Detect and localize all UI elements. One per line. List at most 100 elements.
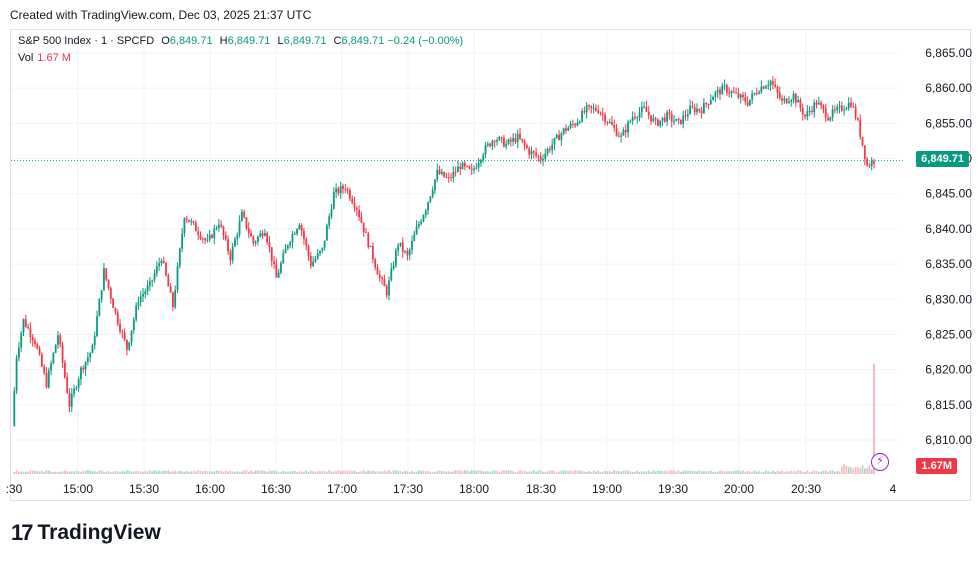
candle-body <box>319 250 321 254</box>
volume-bar <box>238 471 241 474</box>
volume-bar <box>64 470 66 474</box>
volume-bar <box>282 470 285 474</box>
lightning-icon[interactable]: ⚡ <box>871 453 889 471</box>
candle-body <box>75 387 78 389</box>
candle-body <box>797 100 800 103</box>
volume-bar <box>512 471 514 474</box>
volume-bar <box>576 470 579 474</box>
candle-body <box>183 218 186 234</box>
candle-body <box>546 149 549 154</box>
volume-bar <box>762 471 765 474</box>
candle-body <box>408 249 411 256</box>
x-tick-label: 18:30 <box>526 482 556 496</box>
volume-bar <box>75 470 78 474</box>
volume-bar <box>721 470 724 474</box>
volume-bar <box>532 470 535 474</box>
symbol-label[interactable]: S&P 500 Index · 1 · SPCFD <box>18 35 155 47</box>
candle-body <box>654 118 657 120</box>
volume-bar <box>466 470 468 474</box>
candle-body <box>686 114 689 117</box>
volume-bar <box>581 471 583 474</box>
candle-body <box>397 245 400 251</box>
volume-bar <box>866 467 868 474</box>
candle-body <box>468 166 471 169</box>
volume-bar <box>521 471 524 474</box>
candle-body <box>482 154 485 160</box>
chart-frame[interactable] <box>10 29 971 501</box>
candle-body <box>238 221 241 235</box>
volume-bar <box>291 470 294 474</box>
y-tick-label: 6,835.00 <box>925 257 972 271</box>
candle-body <box>629 120 632 123</box>
candle-body <box>22 319 25 333</box>
candle-body <box>567 127 570 131</box>
candle-body <box>503 137 505 147</box>
candle-body <box>139 296 142 303</box>
candle-body <box>657 119 659 126</box>
candle-body <box>259 233 262 237</box>
volume-bar <box>383 470 386 474</box>
candle-body <box>277 272 280 278</box>
volume-bar <box>473 470 475 474</box>
volume-bar <box>66 471 68 474</box>
volume-bar <box>96 471 98 474</box>
volume-bar <box>788 471 790 474</box>
volume-bar <box>153 470 156 474</box>
candle-body <box>447 177 450 179</box>
candle-body <box>673 121 675 123</box>
volume-bar <box>772 470 774 474</box>
candle-body <box>638 112 641 118</box>
candle-body <box>394 250 397 266</box>
volume-bar <box>592 470 595 474</box>
volume-bar <box>385 471 388 474</box>
volume-bar <box>801 471 804 474</box>
candle-body <box>574 124 577 126</box>
candle-body <box>583 111 586 113</box>
candle-body <box>751 93 754 100</box>
volume-bar <box>526 471 528 474</box>
volume-bar <box>185 470 188 474</box>
candle-body <box>815 102 818 105</box>
candle-body <box>509 139 512 142</box>
volume-bar <box>755 471 758 474</box>
candle-body <box>491 141 494 147</box>
candle-body <box>571 123 574 125</box>
candle-body <box>68 392 71 407</box>
volume-bar <box>208 471 211 474</box>
volume-bar <box>351 470 354 474</box>
volume-bar <box>77 471 80 474</box>
candle-body <box>663 117 666 122</box>
candle-body <box>450 177 452 179</box>
candle-body <box>305 239 308 246</box>
volume-bar <box>719 470 721 474</box>
volume-bar <box>726 471 728 474</box>
candle-body <box>758 92 760 94</box>
candle-body <box>194 222 197 232</box>
volume-bar <box>611 471 613 474</box>
volume-bar <box>135 471 137 474</box>
candle-body <box>158 263 161 267</box>
volume-bar <box>415 471 418 474</box>
volume-bar <box>362 470 365 474</box>
candle-body <box>732 91 735 93</box>
volume-bar <box>261 470 264 474</box>
candle-body <box>312 261 315 267</box>
low-label: L <box>277 35 284 47</box>
candle-body <box>15 357 18 391</box>
volume-bar <box>457 470 459 474</box>
candle-body <box>204 238 206 241</box>
candle-body <box>392 265 395 269</box>
candle-body <box>252 236 255 244</box>
candle-body <box>367 232 370 248</box>
volume-bar <box>818 471 820 474</box>
high-label: H <box>219 35 228 47</box>
volume-bar <box>677 470 680 474</box>
volume-bar <box>705 471 707 474</box>
volume-bar <box>820 471 822 474</box>
chart-legend: S&P 500 Index · 1 · SPCFD O6,849.71 H6,8… <box>18 35 463 47</box>
candle-body <box>399 242 402 246</box>
volume-bar <box>668 470 671 474</box>
candle-body <box>224 235 227 240</box>
candle-body <box>466 165 469 167</box>
